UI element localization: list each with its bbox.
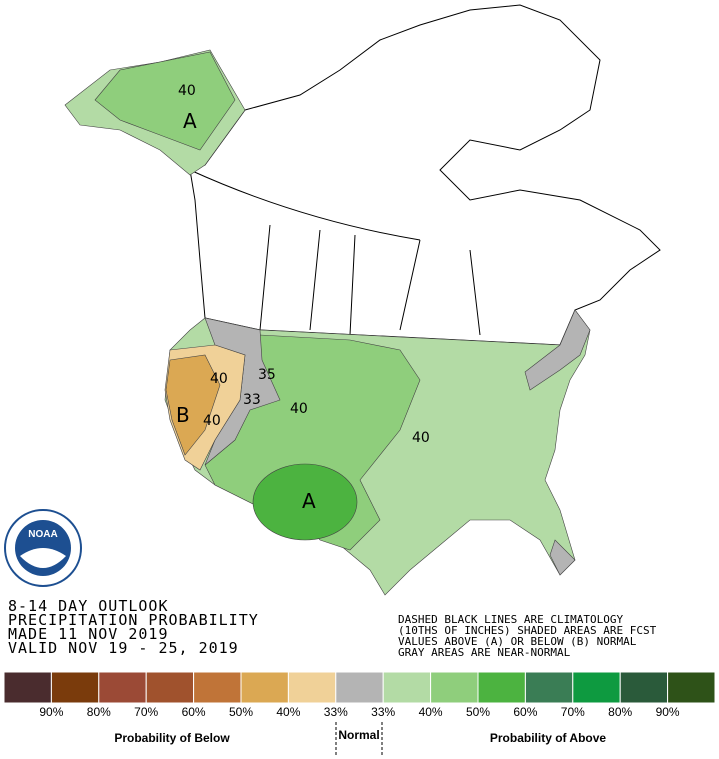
- logo-gull: [20, 548, 66, 568]
- header-line: VALID NOV 19 - 25, 2019: [8, 639, 239, 657]
- legend-tick-label: 80%: [87, 705, 111, 719]
- note-line: (10THS OF INCHES) SHADED AREAS ARE FCST: [398, 624, 657, 637]
- anomaly-label: A: [183, 109, 197, 133]
- legend: Probability of Below Normal Probability …: [3, 671, 716, 755]
- legend-tick-label: 80%: [608, 705, 632, 719]
- logo-text: NOAA: [28, 529, 57, 540]
- contour-label: 40: [412, 430, 430, 446]
- noaa-logo: NOAA: [4, 509, 82, 587]
- legend-swatch: [3, 671, 52, 704]
- canada-outline: [189, 4, 661, 346]
- gray-florida: [549, 539, 576, 576]
- legend-swatch: [287, 671, 337, 704]
- map-labels: 40 A B 40 40 35 33 40 40 A: [176, 83, 430, 513]
- legend-title: Normal: [338, 728, 379, 742]
- legend-tick-label: 50%: [229, 705, 253, 719]
- legend-title: Probability of Above: [490, 731, 607, 745]
- header-line: 8-14 DAY OUTLOOK: [8, 597, 169, 615]
- legend-swatch: [667, 671, 716, 704]
- legend-swatch: [145, 671, 195, 704]
- header-line: MADE 11 NOV 2019: [8, 625, 169, 643]
- forecast-areas: [64, 49, 591, 596]
- header: 8-14 DAY OUTLOOK PRECIPITATION PROBABILI…: [8, 597, 259, 657]
- legend-swatch: [572, 671, 621, 704]
- contour-label: 40: [290, 401, 308, 417]
- legend-swatch: [193, 671, 242, 704]
- legend-swatch: [430, 671, 479, 704]
- contour-label: 40: [210, 371, 228, 387]
- anomaly-label: B: [176, 403, 190, 427]
- conus-above-50: [252, 463, 358, 541]
- legend-tick-label: 70%: [134, 705, 158, 719]
- below-40: [165, 354, 221, 456]
- legend-tick-label: 60%: [182, 705, 206, 719]
- legend-tick-label: 33%: [324, 705, 348, 719]
- basemap: [189, 4, 661, 346]
- legend-swatch: [382, 671, 432, 704]
- province-lines: [189, 169, 481, 336]
- legend-swatch: [619, 671, 669, 704]
- legend-tick-label: 90%: [656, 705, 680, 719]
- header-line: PRECIPITATION PROBABILITY: [8, 611, 259, 629]
- note-line: DASHED BLACK LINES ARE CLIMATOLOGY: [398, 613, 624, 626]
- legend-title: Probability of Below: [114, 731, 230, 745]
- legend-swatch: [50, 671, 100, 704]
- legend-swatch: [98, 671, 147, 704]
- note-line: VALUES ABOVE (A) OR BELOW (B) NORMAL: [398, 635, 637, 648]
- legend-tick-label: 50%: [466, 705, 490, 719]
- legend-tick-label: 40%: [276, 705, 300, 719]
- gray-northeast: [524, 309, 591, 391]
- legend-tick-label: 40%: [419, 705, 443, 719]
- legend-swatch: [240, 671, 289, 704]
- alaska-above-40: [94, 51, 236, 151]
- legend-tick-label: 60%: [513, 705, 537, 719]
- legend-swatch: [335, 671, 384, 704]
- contour-label: 40: [178, 83, 196, 99]
- legend-tick-label: 70%: [561, 705, 585, 719]
- note: DASHED BLACK LINES ARE CLIMATOLOGY (10TH…: [398, 613, 657, 659]
- note-line: GRAY AREAS ARE NEAR-NORMAL: [398, 646, 571, 659]
- contour-label: 40: [203, 413, 221, 429]
- legend-swatch: [477, 671, 526, 704]
- legend-tick-label: 90%: [39, 705, 63, 719]
- legend-tick-label: 33%: [371, 705, 395, 719]
- anomaly-label: A: [302, 489, 316, 513]
- legend-swatch: [524, 671, 574, 704]
- contour-label: 35: [258, 367, 276, 383]
- contour-label: 33: [243, 392, 261, 408]
